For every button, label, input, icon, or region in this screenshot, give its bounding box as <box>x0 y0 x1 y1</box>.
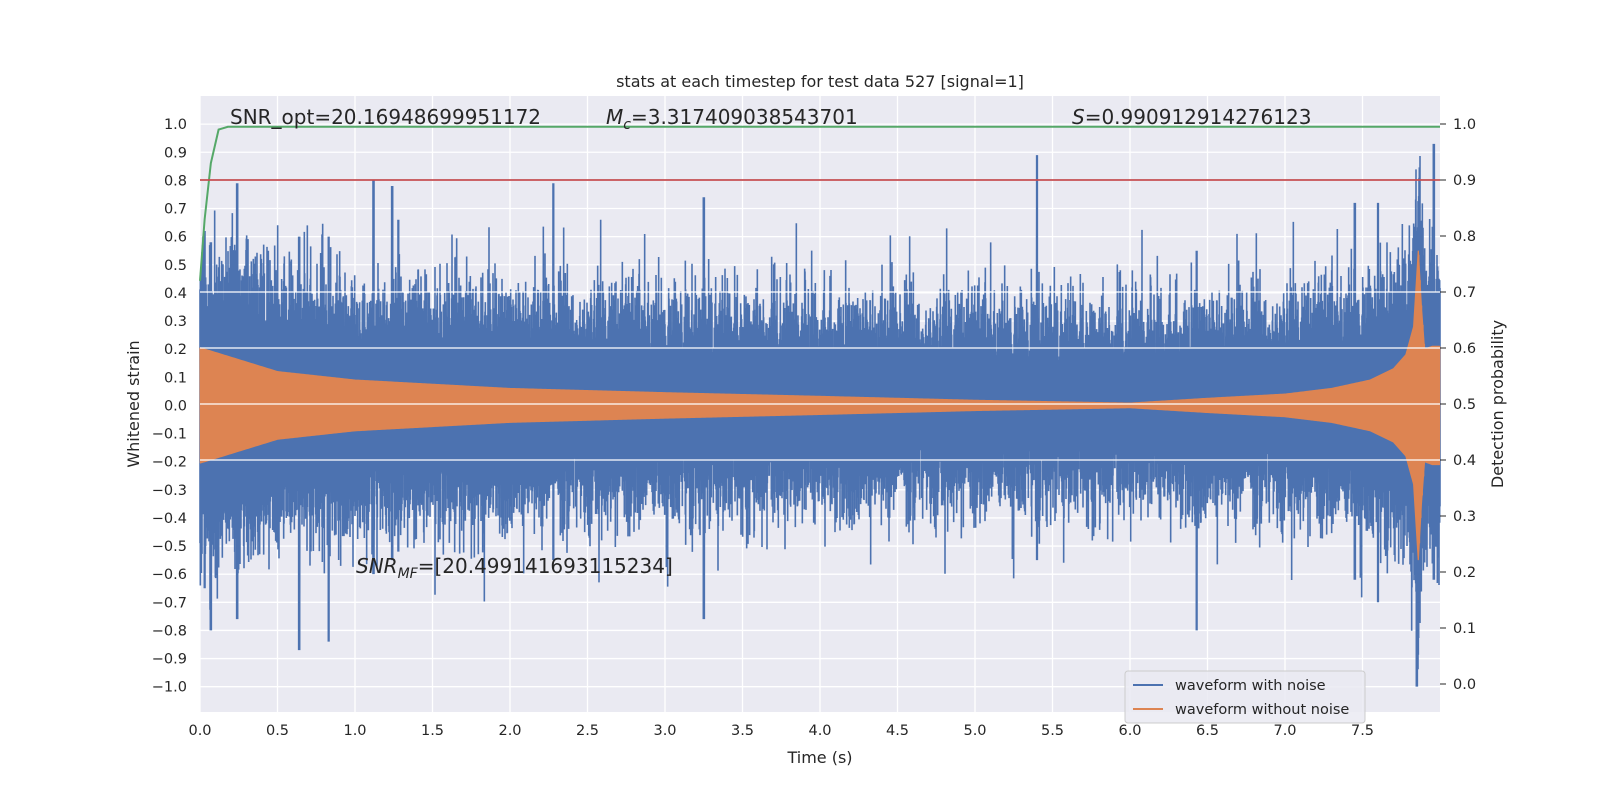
annotation-2: S=0.990912914276123 <box>1072 105 1311 129</box>
y-tick-label: −0.7 <box>152 595 187 611</box>
y-tick-label: −0.9 <box>152 652 187 668</box>
y2-tick-label: 0.3 <box>1453 509 1476 525</box>
y-tick-label: −0.1 <box>152 427 187 443</box>
y2-tick-label: 0.8 <box>1453 229 1476 245</box>
legend: waveform with noise waveform without noi… <box>1124 670 1366 724</box>
x-tick-label: 0.0 <box>188 723 211 739</box>
x-tick-label: 4.0 <box>808 723 831 739</box>
y2-tick-label: 0.1 <box>1453 621 1476 637</box>
y-tick-label: 0.2 <box>164 342 187 358</box>
y2-tick-label: 0.0 <box>1453 677 1476 693</box>
x-tick-label: 7.0 <box>1273 723 1296 739</box>
y-tick-label: −0.3 <box>152 483 187 499</box>
x-tick-label: 4.5 <box>886 723 909 739</box>
x-axis-label: Time (s) <box>786 748 852 767</box>
y2-tick-label: 1.0 <box>1453 117 1476 133</box>
x-tick-label: 7.5 <box>1351 723 1374 739</box>
y-tick-label: −0.4 <box>152 511 187 527</box>
annotation-1: Mc=3.317409038543701 <box>606 105 858 133</box>
y2-tick-label: 0.6 <box>1453 341 1476 357</box>
y-tick-label: 0.8 <box>164 173 187 189</box>
y-tick-label: −0.2 <box>152 455 187 471</box>
series-detection-probability <box>199 125 1440 281</box>
annotation-0: SNR_opt=20.16948699951172 <box>230 105 541 129</box>
y-tick-label: 0.0 <box>164 398 187 414</box>
y2-tick-label: 0.4 <box>1453 453 1476 469</box>
y-tick-label: 0.3 <box>164 314 187 330</box>
plot-area <box>199 125 1441 687</box>
annotation-3: SNRMF=[20.499141693115234] <box>356 554 673 582</box>
y2-tick-label: 0.9 <box>1453 173 1476 189</box>
y2-tick-label: 0.5 <box>1453 397 1476 413</box>
x-tick-label: 1.0 <box>343 723 366 739</box>
y-tick-label: 0.4 <box>164 286 187 302</box>
x-tick-label: 3.5 <box>731 723 754 739</box>
y-tick-label: −0.8 <box>152 623 187 639</box>
y2-axis-label: Detection probability <box>1488 320 1507 488</box>
x-tick-label: 5.5 <box>1041 723 1064 739</box>
x-tick-label: 0.5 <box>266 723 289 739</box>
x-tick-label: 2.0 <box>498 723 521 739</box>
x-tick-label: 5.0 <box>963 723 986 739</box>
y-tick-label: −1.0 <box>152 680 187 696</box>
y-tick-label: −0.5 <box>152 539 187 555</box>
x-tick-label: 2.5 <box>576 723 599 739</box>
y-tick-label: 0.7 <box>164 202 187 218</box>
y-tick-label: −0.6 <box>152 567 187 583</box>
y2-tick-label: 0.7 <box>1453 285 1476 301</box>
legend-label-waveform-with-noise: waveform with noise <box>1175 678 1326 694</box>
annotations: SNR_opt=20.16948699951172 Mc=3.3174090385… <box>230 105 1311 582</box>
x-tick-label: 3.0 <box>653 723 676 739</box>
y-tick-label: 0.1 <box>164 370 187 386</box>
y2-tick-labels: 1.0 0.9 0.8 0.7 0.6 0.5 0.4 0.3 0.2 0.1 0.0 <box>1440 117 1476 693</box>
y-tick-label: 1.0 <box>164 117 187 133</box>
chart-title: stats at each timestep for test data 527… <box>616 72 1024 91</box>
x-tick-label: 6.5 <box>1196 723 1219 739</box>
y-tick-label: 0.9 <box>164 145 187 161</box>
y-tick-label: 0.6 <box>164 230 187 246</box>
y2-grid-overlay <box>200 291 1440 461</box>
y-tick-label: 0.5 <box>164 258 187 274</box>
legend-box <box>1124 670 1366 724</box>
series-waveform-without-noise <box>199 250 1441 561</box>
x-tick-label: 6.0 <box>1118 723 1141 739</box>
y-tick-labels: 1.0 0.9 0.8 0.7 0.6 0.5 0.4 0.3 0.2 0.1 0.0 −0.1 −0.… <box>152 117 187 696</box>
x-tick-labels: 0.0 0.5 1.0 1.5 2.0 2.5 3.0 3.5 4.0 4.5 5.0 5.5 6.0 6… <box>188 723 1374 739</box>
x-tick-label: 1.5 <box>421 723 444 739</box>
y2-tick-label: 0.2 <box>1453 565 1476 581</box>
y-axis-label: Whitened strain <box>124 340 143 467</box>
legend-label-waveform-without-noise: waveform without noise <box>1175 702 1349 718</box>
